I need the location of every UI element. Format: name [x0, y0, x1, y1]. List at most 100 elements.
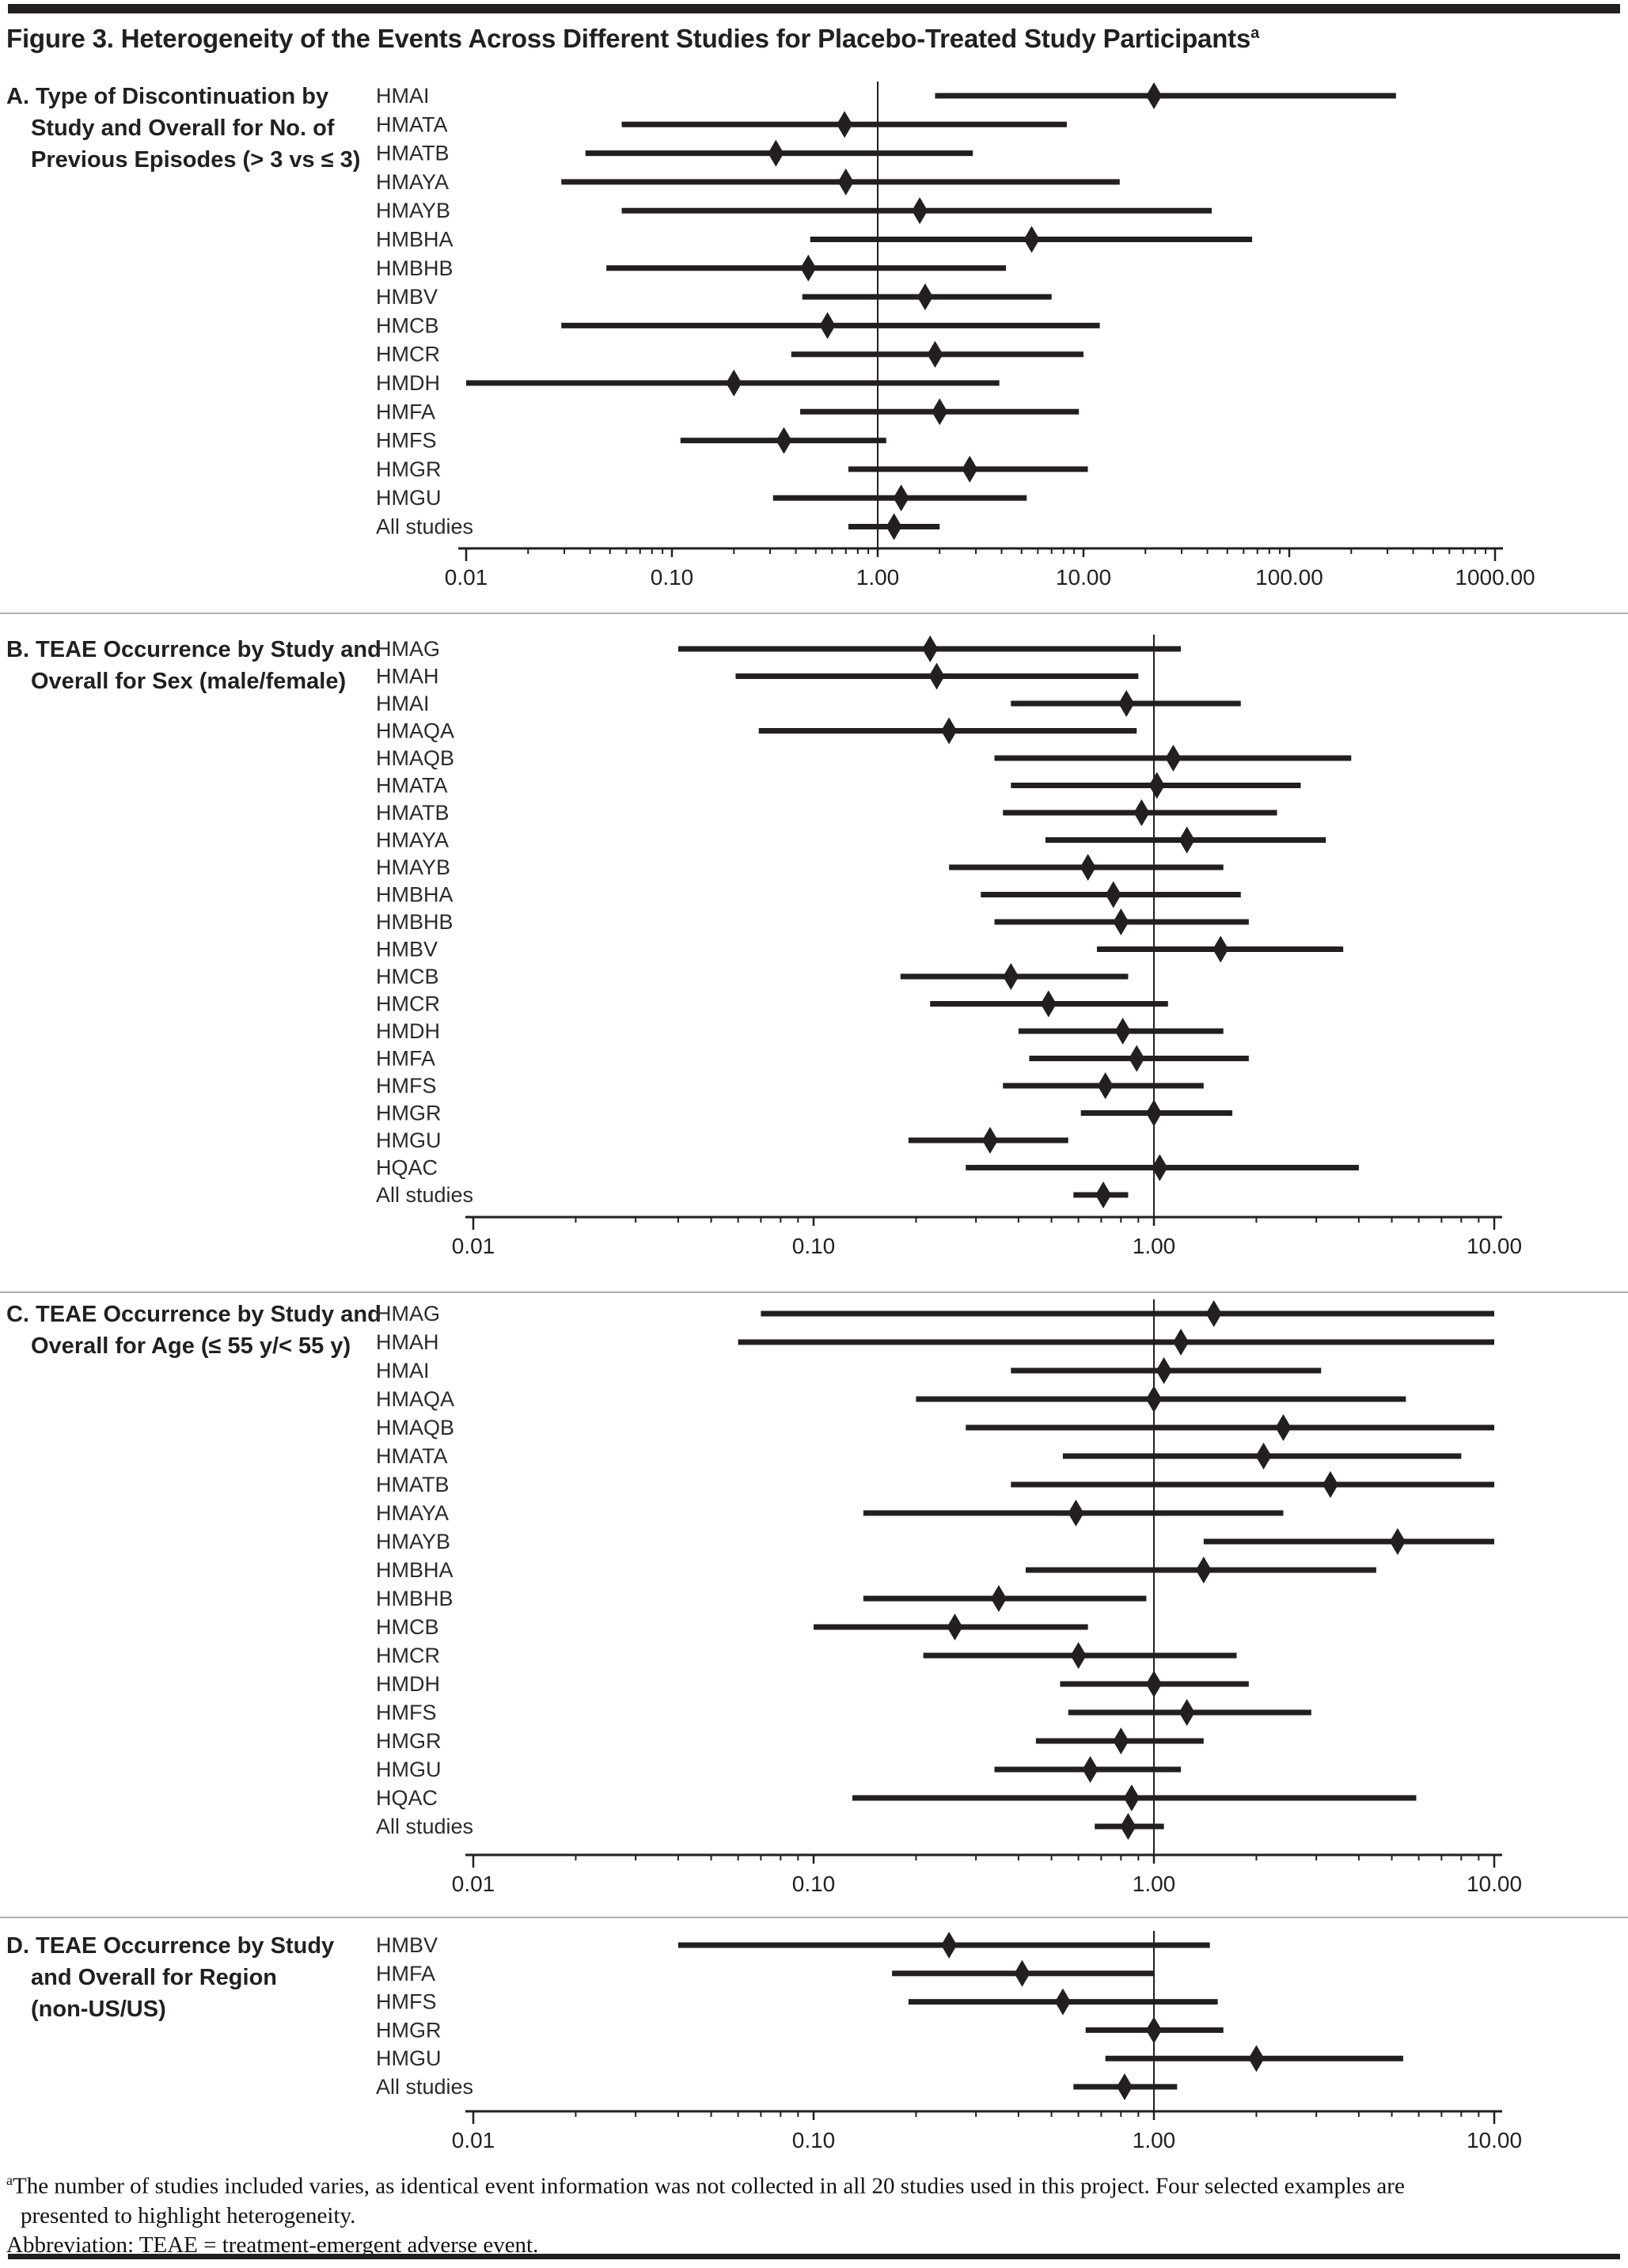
x-axis-tick-label: 1.00: [1133, 2128, 1176, 2152]
study-label: HMAYA: [376, 829, 449, 852]
point-estimate-diamond: [916, 283, 933, 311]
forest-row: HMAG: [376, 1300, 1494, 1327]
study-label: HMBHB: [376, 1587, 453, 1610]
panel-D-heading: D. TEAE Occurrence by Study and Overall f…: [6, 1930, 378, 2025]
figure-title-superscript: a: [1250, 25, 1260, 42]
forest-row: HMBHB: [376, 908, 1249, 935]
point-estimate-diamond: [1080, 854, 1096, 881]
forest-row: HMAYA: [376, 826, 1326, 854]
panel-heading-line: (non-US/US): [31, 1997, 166, 2022]
study-label: HMFS: [376, 429, 437, 453]
study-label: HMCR: [376, 992, 440, 1016]
study-label: HMBHB: [376, 256, 453, 280]
study-label: HMATB: [376, 142, 450, 165]
study-label: HMDH: [376, 371, 440, 395]
study-label: HQAC: [376, 1156, 438, 1180]
forest-row: HMBV: [376, 1932, 1210, 1959]
study-label: HMBHB: [376, 910, 453, 934]
footnote-marker: a: [6, 2172, 13, 2188]
study-label: HMATA: [376, 774, 448, 798]
point-estimate-diamond: [932, 398, 948, 426]
forest-row: HMATB: [376, 1471, 1494, 1498]
forest-row: HMBHA: [376, 226, 1253, 253]
study-label: HMATA: [376, 112, 448, 136]
study-label: HMAYA: [376, 1501, 449, 1525]
forest-row: HMBHA: [376, 1557, 1376, 1583]
study-label: HMBHA: [376, 883, 453, 907]
x-axis-tick-label: 0.01: [452, 1234, 495, 1258]
point-estimate-diamond: [941, 717, 958, 745]
panel-heading-line: A. Type of Discontinuation by: [6, 84, 329, 109]
point-estimate-diamond: [1389, 1528, 1406, 1555]
footnotes: aThe number of studies included varies, …: [6, 2166, 1622, 2260]
study-label: HMGR: [376, 1729, 442, 1753]
forest-row: HMFS: [376, 1699, 1311, 1726]
point-estimate-diamond: [1146, 2016, 1162, 2044]
study-label: HMBV: [376, 1933, 438, 1957]
panel-B: HMAG HMAH HMAI HMAQA HMAQB HMATA HMATB HMAYA HMA…: [0, 613, 1628, 1258]
point-estimate-diamond: [1113, 908, 1129, 935]
point-estimate-diamond: [726, 370, 742, 396]
point-estimate-diamond: [1082, 1756, 1099, 1783]
point-estimate-diamond: [893, 484, 909, 512]
study-label: HMCB: [376, 965, 439, 988]
point-estimate-diamond: [1255, 1443, 1272, 1470]
forest-row: HMDH: [376, 1018, 1224, 1045]
point-estimate-diamond: [1205, 1300, 1222, 1327]
forest-row: All studies: [376, 2073, 1178, 2100]
study-label: HMGR: [376, 457, 442, 481]
forest-row: HMFS: [376, 427, 886, 454]
study-label: HMAI: [376, 84, 430, 108]
panel-heading-line: Overall for Sex (male/female): [31, 669, 347, 694]
forest-row: HMBHB: [376, 254, 1007, 282]
x-axis-tick-label: 0.10: [792, 1872, 836, 1896]
study-label: HMCR: [376, 343, 440, 366]
forest-row: HMAQA: [376, 1386, 1406, 1413]
study-label: HMAQA: [376, 1387, 454, 1411]
x-axis-tick-label: 1.00: [1133, 1234, 1176, 1258]
study-label: HMBV: [376, 938, 438, 961]
study-label: HMGU: [376, 2046, 442, 2070]
study-label: HMCB: [376, 313, 439, 337]
forest-row: HQAC: [376, 1154, 1359, 1181]
forest-row: HMAI: [376, 82, 1396, 109]
forest-row: HMATA: [376, 1443, 1462, 1470]
panel-heading-line: Previous Episodes (> 3 vs ≤ 3): [31, 147, 361, 173]
forest-row: HMAH: [376, 1329, 1494, 1356]
point-estimate-diamond: [1054, 1988, 1071, 2016]
forest-row: HMAQB: [376, 1414, 1494, 1441]
x-axis-tick-label: 1.00: [856, 565, 900, 590]
study-label: HMAYB: [376, 199, 450, 222]
x-axis-tick-label: 10.00: [1467, 1234, 1522, 1258]
study-label: HMFS: [376, 1074, 437, 1098]
point-estimate-diamond: [1148, 772, 1165, 799]
forest-row: HQAC: [376, 1784, 1417, 1811]
forest-row: HMCR: [376, 990, 1168, 1018]
point-estimate-diamond: [1146, 1671, 1162, 1697]
forest-row: HMAQA: [376, 717, 1137, 745]
point-estimate-diamond: [1152, 1154, 1168, 1181]
forest-row: HMGR: [376, 2016, 1224, 2044]
panel-A-heading: A. Type of Discontinuation by Study and O…: [6, 81, 378, 176]
forest-row: HMATB: [376, 139, 973, 167]
point-estimate-diamond: [837, 168, 854, 195]
study-label: HMGR: [376, 1102, 442, 1125]
point-estimate-diamond: [1120, 1813, 1137, 1840]
point-estimate-diamond: [1146, 1099, 1162, 1127]
study-label: HMFA: [376, 400, 435, 423]
panel-heading-line: D. TEAE Occurrence by Study: [6, 1933, 335, 1959]
study-label: HMATA: [376, 1444, 448, 1468]
x-axis-tick-label: 100.00: [1255, 565, 1323, 590]
point-estimate-diamond: [928, 662, 945, 690]
point-estimate-diamond: [941, 1932, 958, 1959]
study-label: HMAYB: [376, 1530, 450, 1553]
study-label: HMAG: [376, 637, 440, 661]
forest-row: HMCR: [376, 1642, 1237, 1669]
x-axis-tick-label: 0.01: [452, 1872, 495, 1896]
forest-row: HMCB: [376, 963, 1129, 990]
point-estimate-diamond: [1068, 1500, 1084, 1527]
point-estimate-diamond: [1212, 935, 1229, 963]
forest-row: HMGU: [376, 1127, 1068, 1154]
study-label: HMGR: [376, 2018, 442, 2042]
study-label: HMFS: [376, 1990, 437, 2014]
